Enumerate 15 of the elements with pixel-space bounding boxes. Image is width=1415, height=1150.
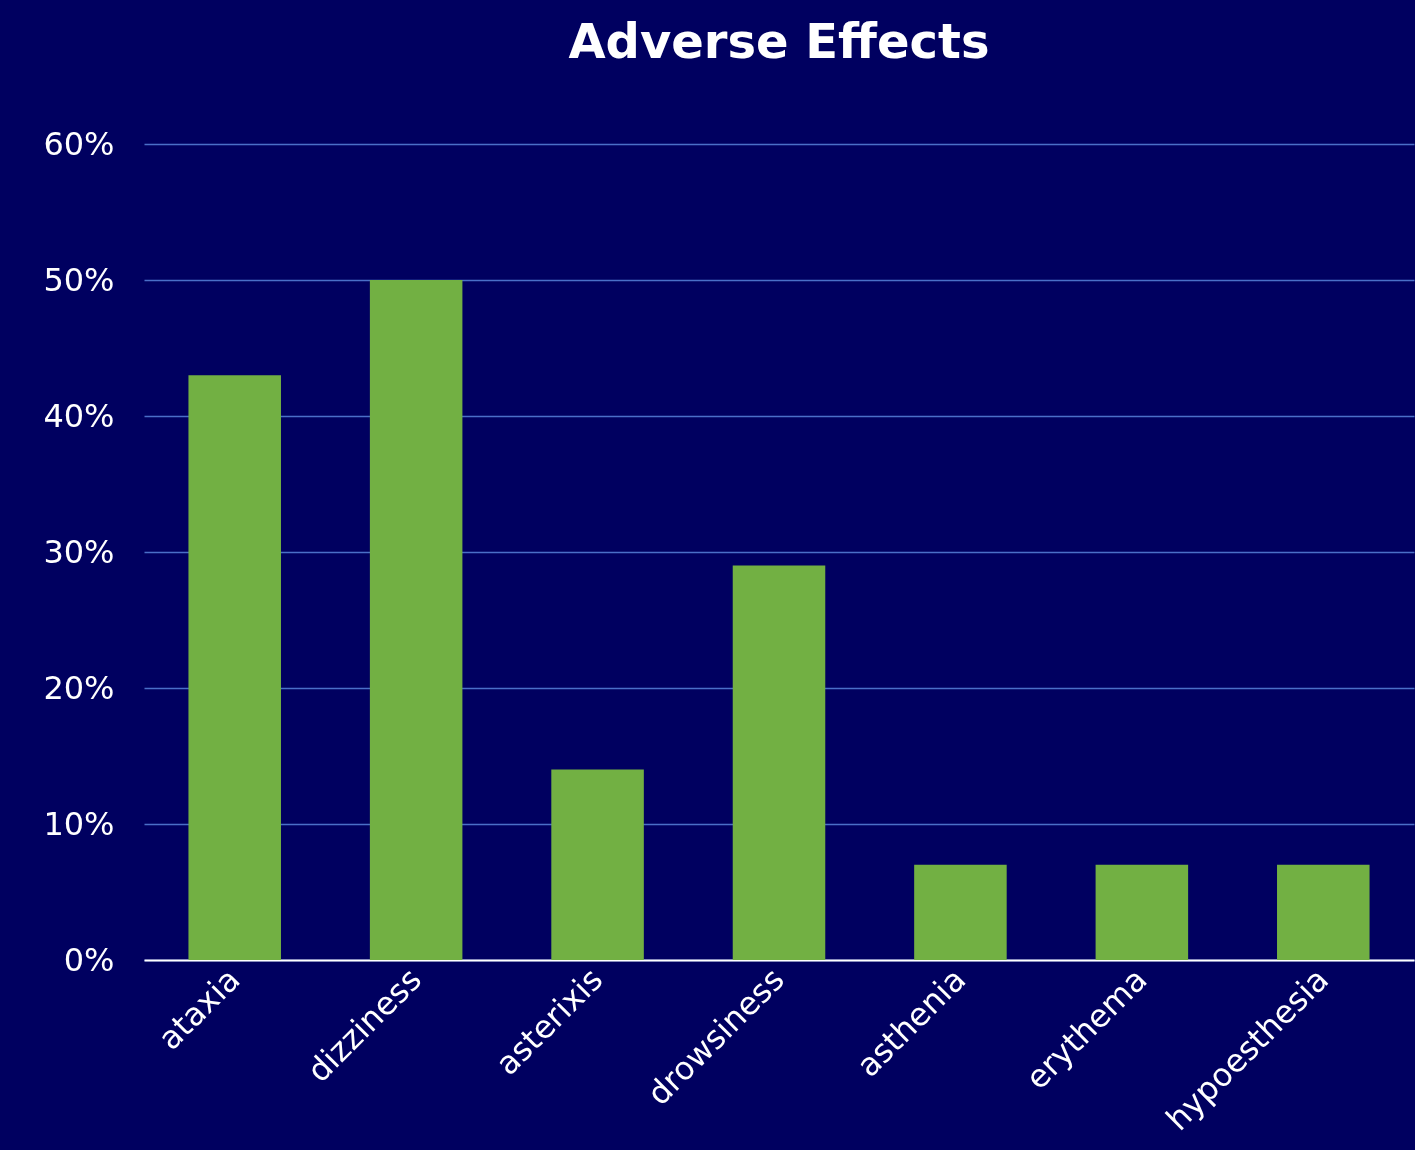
- bar: [188, 375, 281, 960]
- y-tick-label: 20%: [43, 668, 115, 707]
- y-tick-label: 30%: [43, 532, 115, 571]
- bar: [1095, 864, 1189, 960]
- bar: [914, 864, 1007, 960]
- y-tick-label: 60%: [43, 124, 115, 163]
- y-tick-label: 50%: [43, 260, 115, 299]
- y-tick-label: 10%: [43, 804, 115, 843]
- bar: [732, 565, 826, 960]
- chart-title: Adverse Effects: [568, 13, 990, 69]
- bar: [551, 769, 644, 960]
- bar: [1277, 864, 1370, 960]
- y-tick-label: 0%: [63, 940, 115, 979]
- y-tick-label: 40%: [43, 396, 115, 435]
- bar: [369, 280, 463, 960]
